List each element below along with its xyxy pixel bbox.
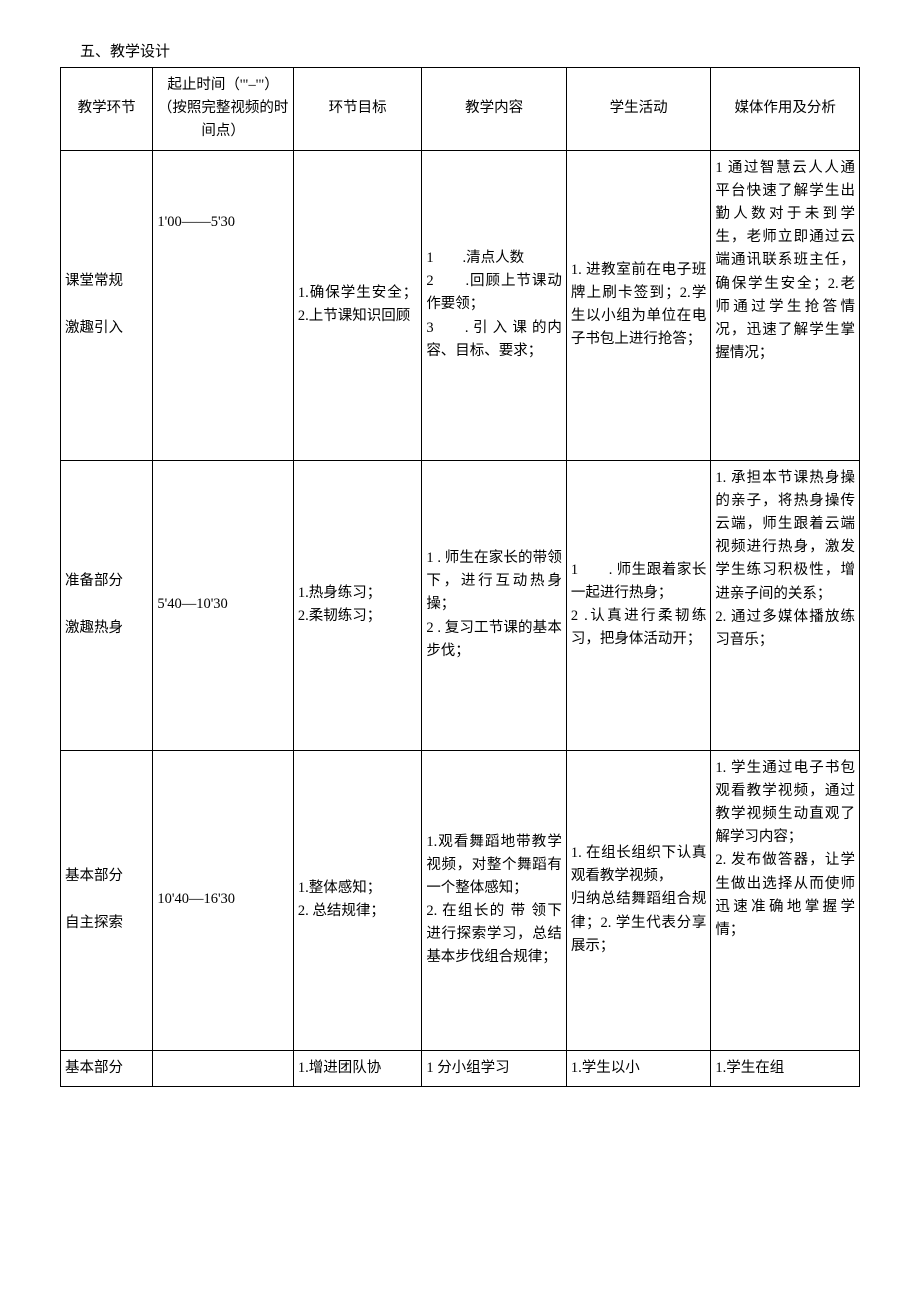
cell-activity: 1. 在组长组织下认真观看教学视频， 归纳总结舞蹈组合规律；2. 学生代表分享展… [566, 750, 711, 1050]
cell-stage: 基本部分 自主探索 [61, 750, 153, 1050]
cell-stage: 课堂常规 激趣引入 [61, 150, 153, 460]
col-header-goal: 环节目标 [293, 68, 421, 151]
cell-time: 5'40—10'30 [153, 460, 294, 750]
cell-goal: 1.热身练习； 2.柔韧练习； [293, 460, 421, 750]
cell-media: 1. 承担本节课热身操的亲子，将热身操传云端，师生跟着云端视频进行热身，激发学生… [711, 460, 860, 750]
col-header-stage: 教学环节 [61, 68, 153, 151]
cell-time [153, 1050, 294, 1086]
cell-time: 1'00——5'30 [153, 150, 294, 460]
cell-goal: 1.增进团队协 [293, 1050, 421, 1086]
section-heading: 五、教学设计 [80, 40, 860, 61]
cell-content: 1 .清点人数 2 .回顾上节课动作要领； 3 . 引 入 课 的内容、目标、要… [422, 150, 567, 460]
cell-content: 1 分小组学习 [422, 1050, 567, 1086]
col-header-time: 起止时间（'"–'"）（按照完整视频的时间点） [153, 68, 294, 151]
cell-media: 1.学生在组 [711, 1050, 860, 1086]
table-row: 基本部分 1.增进团队协 1 分小组学习 1.学生以小 1.学生在组 [61, 1050, 860, 1086]
table-header-row: 教学环节 起止时间（'"–'"）（按照完整视频的时间点） 环节目标 教学内容 学… [61, 68, 860, 151]
table-row: 准备部分 激趣热身 5'40—10'30 1.热身练习； 2.柔韧练习； 1 .… [61, 460, 860, 750]
cell-goal: 1.整体感知； 2. 总结规律； [293, 750, 421, 1050]
col-header-activity: 学生活动 [566, 68, 711, 151]
cell-time: 10'40—16'30 [153, 750, 294, 1050]
col-header-content: 教学内容 [422, 68, 567, 151]
cell-activity: 1. 进教室前在电子班牌上刷卡签到；2.学生以小组为单位在电子书包上进行抢答； [566, 150, 711, 460]
cell-media: 1 通过智慧云人人通平台快速了解学生出勤人数对于未到学生，老师立即通过云端通讯联… [711, 150, 860, 460]
cell-stage: 基本部分 [61, 1050, 153, 1086]
cell-goal: 1.确保学生安全；2.上节课知识回顾 [293, 150, 421, 460]
cell-activity: 1.学生以小 [566, 1050, 711, 1086]
cell-content: 1.观看舞蹈地带教学视频，对整个舞蹈有一个整体感知； 2. 在组长的 带 领下进… [422, 750, 567, 1050]
lesson-design-table: 教学环节 起止时间（'"–'"）（按照完整视频的时间点） 环节目标 教学内容 学… [60, 67, 860, 1087]
table-row: 课堂常规 激趣引入 1'00——5'30 1.确保学生安全；2.上节课知识回顾 … [61, 150, 860, 460]
cell-content: 1 . 师生在家长的带领下，进行互动热身操； 2 . 复习工节课的基本步伐； [422, 460, 567, 750]
cell-activity: 1 . 师生跟着家长一起进行热身； 2 .认真进行柔韧练习，把身体活动开； [566, 460, 711, 750]
col-header-media: 媒体作用及分析 [711, 68, 860, 151]
table-row: 基本部分 自主探索 10'40—16'30 1.整体感知； 2. 总结规律； 1… [61, 750, 860, 1050]
cell-stage: 准备部分 激趣热身 [61, 460, 153, 750]
cell-media: 1. 学生通过电子书包观看教学视频，通过教学视频生动直观了解学习内容； 2. 发… [711, 750, 860, 1050]
